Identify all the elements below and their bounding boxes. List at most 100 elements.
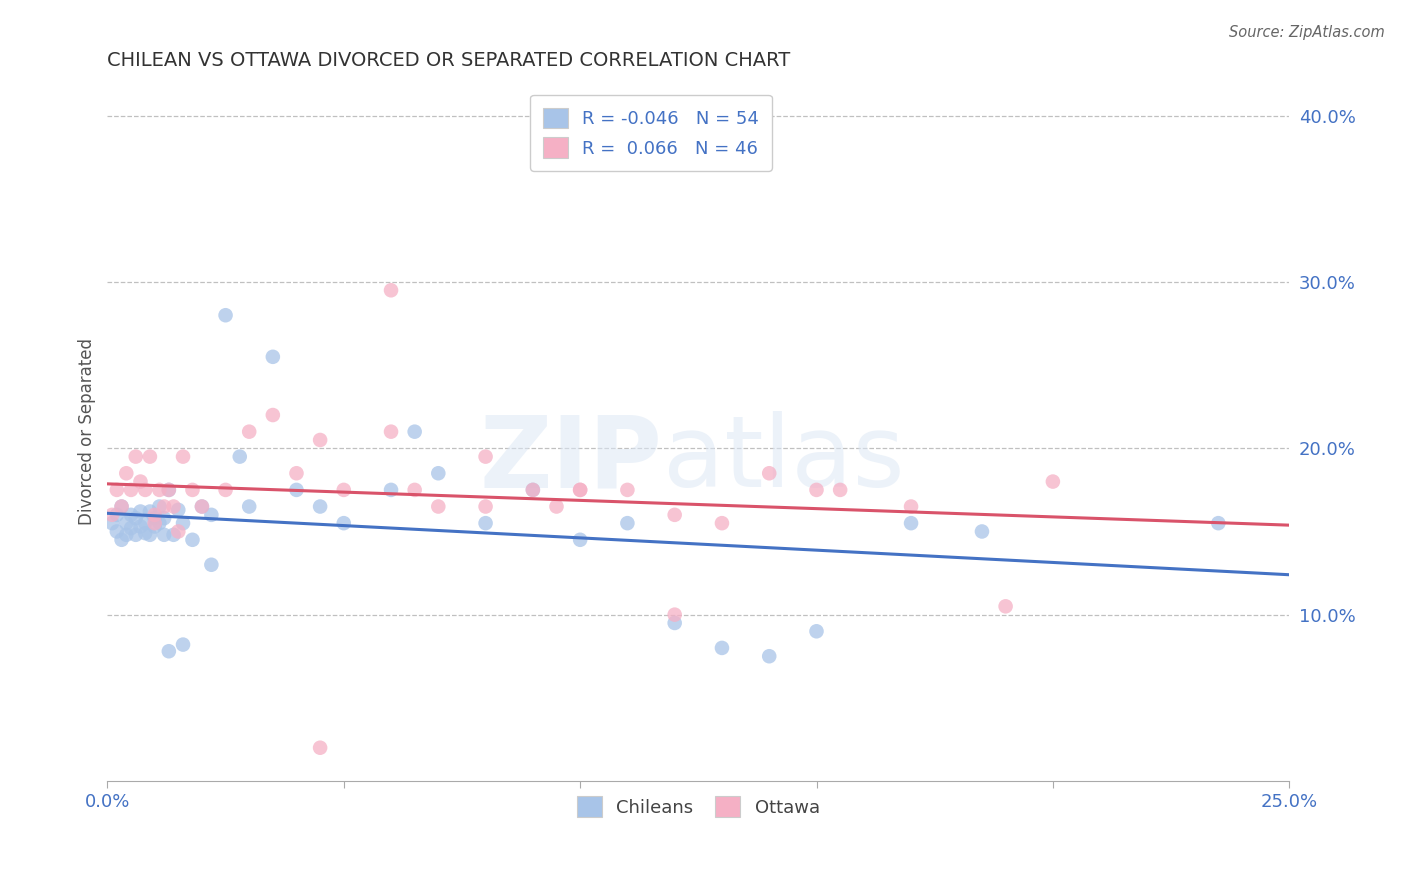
Point — [229, 450, 252, 464]
Text: atlas: atlas — [662, 411, 904, 508]
Point — [569, 483, 592, 497]
Legend: Chileans, Ottawa: Chileans, Ottawa — [569, 789, 827, 824]
Point — [664, 508, 686, 522]
Point — [380, 283, 402, 297]
Point — [115, 528, 138, 542]
Point — [101, 516, 124, 531]
Point — [162, 500, 184, 514]
Point — [191, 500, 214, 514]
Point — [806, 624, 828, 639]
Point — [115, 516, 138, 531]
Point — [262, 350, 284, 364]
Point — [134, 516, 156, 531]
Point — [129, 475, 152, 489]
Point — [129, 504, 152, 518]
Point — [710, 516, 733, 531]
Point — [806, 483, 828, 497]
Point — [285, 483, 308, 497]
Point — [153, 528, 176, 542]
Point — [143, 511, 166, 525]
Point — [830, 483, 852, 497]
Point — [167, 503, 190, 517]
Point — [616, 516, 638, 531]
Point — [129, 519, 152, 533]
Point — [162, 528, 184, 542]
Point — [285, 467, 308, 481]
Point — [172, 450, 194, 464]
Point — [139, 504, 162, 518]
Point — [970, 524, 993, 539]
Point — [143, 519, 166, 533]
Point — [125, 528, 148, 542]
Point — [309, 740, 332, 755]
Point — [1042, 475, 1064, 489]
Point — [120, 508, 142, 522]
Point — [309, 433, 332, 447]
Point — [474, 500, 496, 514]
Point — [172, 516, 194, 531]
Point — [262, 408, 284, 422]
Point — [105, 483, 128, 497]
Point — [616, 483, 638, 497]
Point — [332, 516, 354, 531]
Point — [148, 483, 170, 497]
Point — [522, 483, 544, 497]
Point — [474, 450, 496, 464]
Point — [900, 516, 922, 531]
Point — [404, 483, 426, 497]
Point — [125, 450, 148, 464]
Point — [153, 511, 176, 525]
Point — [546, 500, 568, 514]
Point — [134, 526, 156, 541]
Point — [994, 599, 1017, 614]
Point — [404, 425, 426, 439]
Point — [148, 516, 170, 531]
Point — [427, 467, 450, 481]
Point — [664, 607, 686, 622]
Point — [172, 638, 194, 652]
Point — [143, 508, 166, 522]
Point — [569, 533, 592, 547]
Point — [758, 467, 780, 481]
Point — [200, 508, 222, 522]
Point — [710, 640, 733, 655]
Point — [569, 483, 592, 497]
Text: ZIP: ZIP — [479, 411, 662, 508]
Point — [200, 558, 222, 572]
Point — [758, 649, 780, 664]
Point — [148, 500, 170, 514]
Point — [105, 508, 128, 522]
Point — [332, 483, 354, 497]
Point — [139, 450, 162, 464]
Point — [191, 500, 214, 514]
Point — [181, 533, 204, 547]
Point — [214, 308, 236, 322]
Point — [153, 500, 176, 514]
Point — [139, 528, 162, 542]
Point — [120, 521, 142, 535]
Point — [900, 500, 922, 514]
Point — [664, 615, 686, 630]
Point — [101, 508, 124, 522]
Y-axis label: Divorced or Separated: Divorced or Separated — [79, 338, 96, 525]
Point — [474, 516, 496, 531]
Text: Source: ZipAtlas.com: Source: ZipAtlas.com — [1229, 25, 1385, 40]
Point — [380, 425, 402, 439]
Point — [181, 483, 204, 497]
Point — [214, 483, 236, 497]
Point — [427, 500, 450, 514]
Point — [120, 483, 142, 497]
Point — [157, 483, 180, 497]
Point — [110, 500, 132, 514]
Text: CHILEAN VS OTTAWA DIVORCED OR SEPARATED CORRELATION CHART: CHILEAN VS OTTAWA DIVORCED OR SEPARATED … — [107, 51, 790, 70]
Point — [143, 516, 166, 531]
Point — [110, 533, 132, 547]
Point — [309, 500, 332, 514]
Point — [115, 467, 138, 481]
Point — [238, 500, 260, 514]
Point — [110, 500, 132, 514]
Point — [157, 644, 180, 658]
Point — [1208, 516, 1230, 531]
Point — [167, 524, 190, 539]
Point — [125, 511, 148, 525]
